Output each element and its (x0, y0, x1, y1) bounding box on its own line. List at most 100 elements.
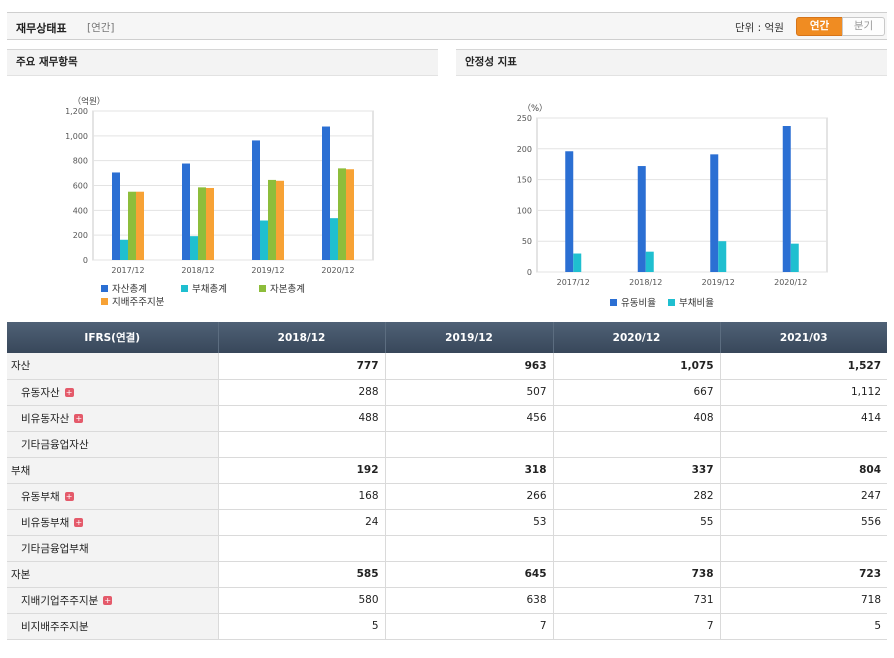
x-tick-label: 2018/12 (181, 266, 214, 275)
row-label-cell: 부채 (7, 457, 218, 484)
bar (268, 179, 276, 260)
value-cell: 408 (552, 405, 720, 432)
value-cell: 507 (384, 379, 553, 406)
legend-swatch (668, 299, 675, 306)
column-header: 2021/03 (719, 322, 887, 353)
bar (790, 243, 799, 272)
value-cell: 337 (552, 457, 720, 484)
value-cell: 718 (719, 587, 887, 614)
value-cell (719, 431, 887, 458)
row-label: 자본 (11, 568, 31, 581)
bar (252, 140, 260, 260)
x-tick-label: 2019/12 (251, 266, 284, 275)
y-tick-label: 1,000 (65, 132, 88, 141)
bar (198, 187, 206, 260)
value-cell: 282 (552, 483, 720, 510)
value-cell: 1,527 (719, 353, 887, 380)
row-label: 기타금융업부채 (21, 542, 89, 555)
value-cell: 723 (719, 561, 887, 588)
value-cell: 266 (384, 483, 553, 510)
table-row: 자본 585 645 738 723 (7, 561, 887, 588)
row-label-cell[interactable]: 유동부채 + (7, 483, 218, 510)
table-row: 유동자산 +288 507 667 1,112 (7, 379, 887, 406)
y-tick-label: 200 (517, 145, 532, 154)
table-row: 비유동자산 +488 456 408 414 (7, 405, 887, 432)
row-label: 비지배주주지분 (21, 620, 89, 633)
row-label-cell[interactable]: 지배기업주주지분 + (7, 587, 218, 614)
value-cell (552, 431, 720, 458)
value-cell: 1,112 (719, 379, 887, 406)
bar (710, 154, 719, 272)
x-tick-label: 2017/12 (557, 278, 590, 287)
legend-swatch (101, 298, 108, 305)
plus-icon[interactable]: + (103, 595, 113, 605)
legend-label: 지배주주지분 (112, 297, 165, 308)
bar (645, 251, 654, 272)
legend-label: 자본총계 (270, 283, 305, 295)
value-cell: 738 (552, 561, 720, 588)
y-tick-label: 400 (73, 206, 88, 215)
legend-swatch (259, 285, 266, 292)
value-cell: 414 (719, 405, 887, 432)
plus-icon[interactable]: + (64, 387, 74, 397)
stability-chart: 0 50 100 150 200 250（%） 2017/12 2018/12 2019/12 2… (517, 103, 828, 309)
value-cell: 585 (217, 561, 385, 588)
y-tick-label: 200 (73, 231, 88, 240)
value-cell: 192 (217, 457, 385, 484)
row-label: 유동자산 (21, 386, 60, 399)
column-header: 2019/12 (384, 322, 553, 353)
value-cell: 7 (552, 613, 720, 640)
financial-items-chart: 0 200 400 600 800 1,000 1,200（억원） 2017/12 2018/1… (65, 96, 374, 308)
bar (128, 191, 136, 260)
row-label: 비유동자산 (21, 412, 70, 425)
financial-items-panel-title: 주요 재무항목 (7, 49, 438, 76)
y-axis-label: （%） (522, 103, 547, 114)
column-header: 2020/12 (552, 322, 720, 353)
bar (206, 187, 214, 260)
legend-swatch (181, 285, 188, 292)
table-row: 유동부채 +168 266 282 247 (7, 483, 887, 510)
y-tick-label: 600 (73, 182, 88, 191)
y-tick-label: 0 (527, 268, 532, 277)
row-label-cell[interactable]: 비유동자산 + (7, 405, 218, 432)
row-label-cell[interactable]: 비유동부채 + (7, 509, 218, 536)
x-tick-label: 2018/12 (629, 278, 662, 287)
y-tick-label: 100 (517, 206, 532, 215)
value-cell: 667 (552, 379, 720, 406)
row-label-cell[interactable]: 유동자산 + (7, 379, 218, 406)
value-cell (217, 535, 385, 562)
value-cell: 963 (384, 353, 553, 380)
bar (782, 126, 791, 272)
value-cell: 7 (384, 613, 553, 640)
value-cell (552, 535, 720, 562)
table-row: 지배기업주주지분 +580 638 731 718 (7, 587, 887, 614)
value-cell: 5 (719, 613, 887, 640)
bar (190, 236, 198, 260)
y-tick-label: 50 (522, 237, 532, 246)
column-header: 2018/12 (217, 322, 385, 353)
x-tick-label: 2019/12 (702, 278, 735, 287)
statement-header: 재무상태표 [연간] 단위 : 억원 연간 분기 (7, 12, 887, 40)
y-tick-label: 150 (517, 176, 532, 185)
value-cell: 580 (217, 587, 385, 614)
value-cell: 168 (217, 483, 385, 510)
row-label: 비유동부채 (21, 516, 70, 529)
value-cell: 456 (384, 405, 553, 432)
plus-icon[interactable]: + (74, 517, 84, 527)
value-cell: 5 (217, 613, 385, 640)
statement-title: 재무상태표 (16, 22, 67, 35)
row-label: 기타금융업자산 (21, 438, 89, 451)
plus-icon[interactable]: + (64, 491, 74, 501)
y-tick-label: 250 (517, 114, 532, 123)
value-cell: 247 (719, 483, 887, 510)
bar (573, 253, 582, 272)
balance-sheet-table: IFRS(연결) 2018/12 2019/12 2020/12 2021/03… (7, 322, 887, 640)
quarterly-tab[interactable]: 분기 (842, 17, 885, 36)
row-label: 자산 (11, 360, 31, 373)
legend-label: 자산총계 (112, 283, 147, 295)
annual-tab[interactable]: 연간 (796, 17, 843, 36)
table-row: 비지배주주지분 5 7 7 5 (7, 613, 887, 640)
plus-icon[interactable]: + (74, 413, 84, 423)
row-label: 지배기업주주지분 (21, 594, 99, 607)
value-cell (384, 535, 553, 562)
